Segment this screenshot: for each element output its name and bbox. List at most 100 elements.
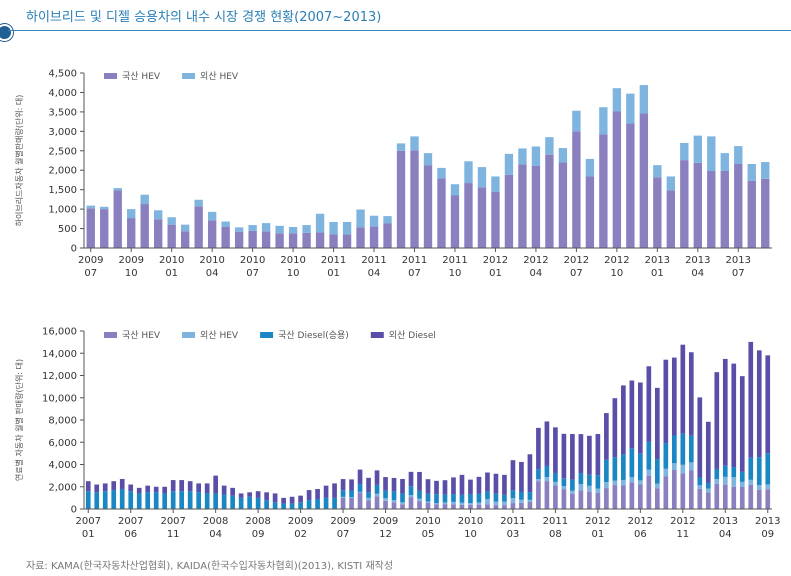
bar-segment xyxy=(734,146,743,164)
bar-segment xyxy=(187,481,193,492)
bar-segment xyxy=(332,497,337,509)
bar-segment xyxy=(646,475,652,509)
bar-segment xyxy=(680,433,686,465)
bar-segment xyxy=(213,475,218,494)
bar-segment xyxy=(604,488,609,509)
bar-segment xyxy=(688,435,694,463)
bar-segment xyxy=(612,457,618,481)
bar-segment xyxy=(442,502,448,505)
bar-segment xyxy=(666,190,676,248)
bar-segment xyxy=(194,199,203,207)
x-tick-month: 01 xyxy=(165,268,178,279)
bar-segment xyxy=(342,234,352,248)
bar-segment xyxy=(264,500,269,509)
legend-swatch xyxy=(370,332,384,338)
bar-segment xyxy=(587,435,592,475)
bar-segment xyxy=(442,494,448,503)
bar-segment xyxy=(154,210,163,220)
page-title: 하이브리드 및 디젤 승용차의 내수 시장 경쟁 현황(2007~2013) xyxy=(26,10,382,25)
bar-segment xyxy=(493,493,499,502)
bar-segment xyxy=(578,490,584,509)
bar-segment xyxy=(680,143,689,161)
bar-segment xyxy=(451,501,456,505)
x-tick-month: 01 xyxy=(327,268,340,279)
bar-segment xyxy=(731,363,737,468)
bar-segment xyxy=(298,495,303,503)
bar-segment xyxy=(653,165,662,178)
x-tick-year: 2013 xyxy=(755,516,780,527)
legend-label: 국산 HEV xyxy=(122,71,161,82)
x-tick-month: 01 xyxy=(651,268,664,279)
bar-segment xyxy=(705,482,711,489)
bar-segment xyxy=(621,385,626,455)
x-tick-month: 11 xyxy=(676,529,689,540)
x-tick-year: 2013 xyxy=(726,255,751,266)
x-tick-month: 04 xyxy=(691,268,704,279)
bar-segment xyxy=(587,474,592,486)
bar-segment xyxy=(230,487,235,496)
x-tick-month: 10 xyxy=(464,529,477,540)
x-tick-year: 2010 xyxy=(458,516,483,527)
bar-segment xyxy=(128,484,134,492)
title-bar: 하이브리드 및 디젤 승용차의 내수 시장 경쟁 현황(2007~2013) xyxy=(0,0,791,41)
x-tick-year: 2009 xyxy=(288,516,313,527)
bar-segment xyxy=(680,160,689,248)
bar-segment xyxy=(383,490,388,499)
bar-segment xyxy=(417,490,422,499)
bar-segment xyxy=(544,477,550,482)
bar-segment xyxy=(366,477,371,493)
bar-segment xyxy=(464,161,473,184)
bar-segment xyxy=(204,483,210,494)
bar-segment xyxy=(714,483,720,509)
bar-segment xyxy=(485,499,490,505)
bar-segment xyxy=(666,176,676,191)
x-tick-year: 2007 xyxy=(160,516,185,527)
y-tick-label: 500 xyxy=(58,224,77,235)
bar-segment xyxy=(629,448,635,478)
bar-segment xyxy=(638,480,643,485)
bar-segment xyxy=(654,488,660,509)
bar-segment xyxy=(128,491,134,509)
legend-swatch xyxy=(104,73,117,79)
bar-segment xyxy=(756,489,762,509)
bar-segment xyxy=(621,454,626,480)
bar-segment xyxy=(408,497,414,509)
bar-segment xyxy=(234,231,244,248)
bar-segment xyxy=(196,492,202,509)
bar-segment xyxy=(485,472,490,492)
bar-segment xyxy=(264,492,269,501)
bar-segment xyxy=(502,501,507,506)
bar-segment xyxy=(468,494,473,503)
bar-segment xyxy=(731,486,737,509)
bar-segment xyxy=(302,225,311,233)
bar-segment xyxy=(765,453,771,485)
bar-segment xyxy=(349,490,354,498)
bar-segment xyxy=(553,427,558,473)
y-tick-label: 8,000 xyxy=(48,416,77,427)
bar-segment xyxy=(739,471,745,482)
bar-segment xyxy=(720,171,729,248)
bar-segment xyxy=(722,484,728,509)
y-tick-label: 6,000 xyxy=(48,438,77,449)
bar-segment xyxy=(459,504,465,509)
bar-segment xyxy=(366,492,371,498)
bar-segment xyxy=(493,501,499,506)
bar-segment xyxy=(234,227,244,232)
bar-segment xyxy=(391,502,397,509)
bar-segment xyxy=(383,500,388,509)
title-bullet-icon xyxy=(0,24,13,41)
bar-segment xyxy=(570,490,575,494)
bar-segment xyxy=(553,485,558,509)
bar-segment xyxy=(612,111,622,248)
bar-segment xyxy=(765,355,771,454)
bar-segment xyxy=(570,493,575,509)
bar-segment xyxy=(248,225,257,231)
bar-segment xyxy=(167,217,176,225)
bar-segment xyxy=(434,480,439,495)
bar-segment xyxy=(476,504,482,509)
bar-segment xyxy=(468,479,473,495)
bar-segment xyxy=(94,484,100,493)
bar-segment xyxy=(739,486,745,509)
bar-segment xyxy=(221,485,227,495)
bar-segment xyxy=(527,501,533,509)
